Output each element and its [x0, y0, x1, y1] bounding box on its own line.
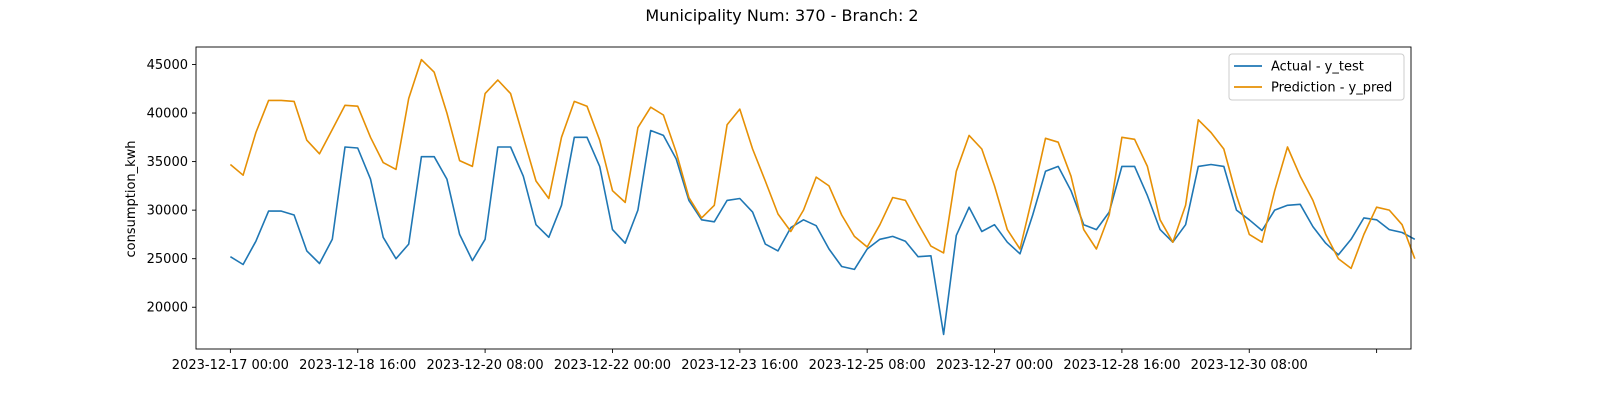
x-tick-label: 2023-12-27 00:00 [936, 358, 1053, 373]
x-tick-label: 2023-12-30 08:00 [1191, 358, 1308, 373]
y-tick-label: 35000 [147, 155, 188, 170]
series-line-2 [229, 58, 1416, 270]
x-tick-label: 2023-12-28 16:00 [1063, 358, 1180, 373]
y-tick-label: 30000 [147, 204, 188, 219]
x-tick-label: 2023-12-18 16:00 [299, 358, 416, 373]
x-tick-label: 2023-12-25 08:00 [809, 358, 926, 373]
legend-box [1228, 53, 1405, 101]
legend: Actual - y_test Prediction - y_pred [1228, 53, 1405, 101]
x-tick-label: 2023-12-23 16:00 [681, 358, 798, 373]
x-tick-label: 2023-12-22 00:00 [554, 358, 671, 373]
y-tick-label: 40000 [147, 107, 188, 122]
series-line-1 [229, 129, 1416, 336]
x-axis-ticks: 2023-12-17 00:00 2023-12-18 16:00 2023-12-… [172, 349, 1378, 373]
y-tick-label: 45000 [147, 58, 188, 73]
plot-frame [195, 46, 1412, 350]
x-tick-label: 2023-12-20 08:00 [427, 358, 544, 373]
y-tick-label: 25000 [147, 252, 188, 267]
legend-label-2: Prediction - y_pred [1271, 81, 1392, 96]
chart-title: Municipality Num: 370 - Branch: 2 [645, 6, 918, 25]
x-tick-label: 2023-12-17 00:00 [172, 358, 289, 373]
y-tick-label: 20000 [147, 301, 188, 316]
y-axis-ticks: 20000 25000 30000 35000 40000 45000 [147, 58, 196, 316]
legend-label-1: Actual - y_test [1271, 60, 1364, 75]
y-axis-label: consumption_kwh [124, 140, 139, 257]
plot-area [195, 46, 1416, 350]
